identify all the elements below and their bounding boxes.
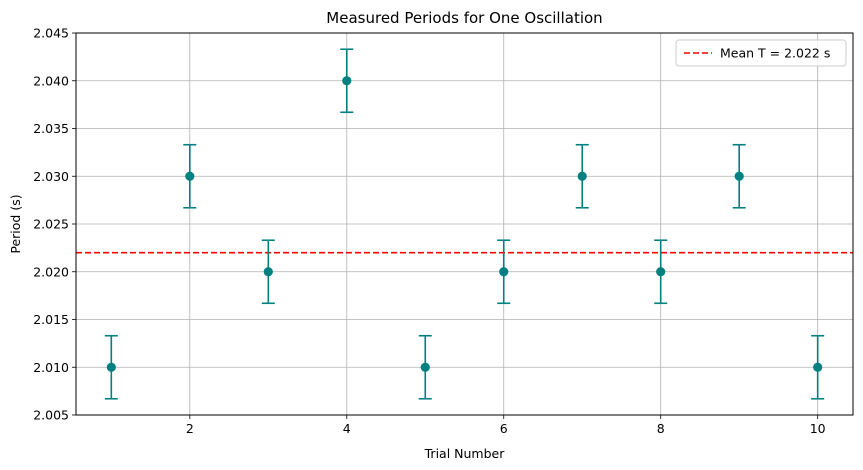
legend-box [675, 39, 847, 67]
data-point [342, 76, 352, 86]
data-point [185, 171, 195, 181]
y-tick-label: 2.020 [33, 264, 69, 279]
x-tick-label: 8 [657, 421, 665, 436]
x-axis-label: Trial Number [424, 446, 506, 461]
y-tick-label: 2.040 [33, 73, 69, 88]
data-point [106, 362, 116, 372]
x-tick-label: 2 [186, 421, 194, 436]
chart-title: Measured Periods for One Oscillation [326, 9, 602, 27]
x-tick-label: 6 [500, 421, 508, 436]
y-tick-label: 2.025 [33, 217, 69, 232]
data-points-layer [104, 48, 825, 400]
y-tick-label: 2.035 [33, 121, 69, 136]
x-tick-label: 10 [810, 421, 826, 436]
data-point [499, 267, 509, 277]
legend: Mean T = 2.022 s [675, 39, 847, 67]
data-point [577, 171, 587, 181]
y-tick-label: 2.045 [33, 26, 69, 41]
y-tick-label: 2.030 [33, 169, 69, 184]
legend-mean-label: Mean T = 2.022 s [720, 46, 830, 61]
y-tick-label: 2.005 [33, 408, 69, 423]
ticks: 2 4 6 8 10 2.005 2.010 2.015 2.020 2.025 2.030 2.03… [33, 26, 825, 437]
data-point [813, 362, 823, 372]
y-tick-label: 2.015 [33, 312, 69, 327]
data-point [734, 171, 744, 181]
data-point [420, 362, 430, 372]
y-tick-label: 2.010 [33, 360, 69, 375]
x-tick-label: 4 [343, 421, 351, 436]
y-axis-label: Period (s) [8, 194, 23, 253]
data-point [656, 267, 666, 277]
data-point [263, 267, 273, 277]
